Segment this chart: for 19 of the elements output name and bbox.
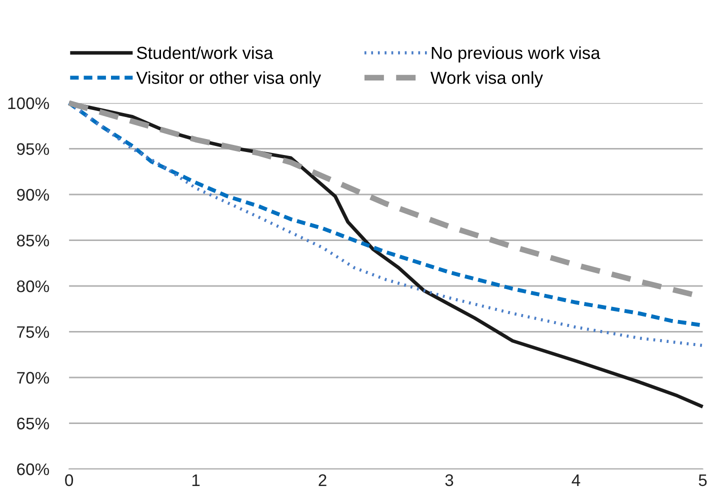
y-tick-label: 85% [16,234,50,246]
y-tick-label: 95% [17,143,50,155]
x-tick-label: 3 [445,474,454,486]
legend-label: Work visa only [430,71,543,88]
y-tick-label: 65% [17,418,50,430]
y-tick-label: 100% [8,97,50,110]
y-tick-label: 90% [17,188,50,201]
x-tick-label: 2 [318,474,326,486]
x-tick-label: 4 [572,474,580,486]
y-tick-label: 75% [17,326,50,338]
y-tick-label: 60% [17,463,50,476]
y-tick-label: 80% [16,280,50,292]
x-tick-label: 1 [192,474,200,486]
legend-label: No previous work visa [432,46,600,63]
y-tick-label: 70% [17,372,50,384]
x-tick-label: 0 [65,474,74,486]
legend-label: Visitor or other visa only [136,71,322,88]
x-tick-label: 5 [698,474,707,486]
legend-label: Student/work visa [136,46,274,60]
